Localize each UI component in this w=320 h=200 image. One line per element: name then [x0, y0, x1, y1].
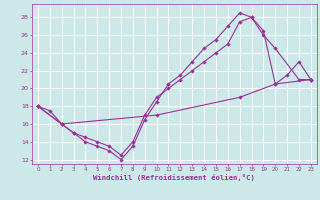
X-axis label: Windchill (Refroidissement éolien,°C): Windchill (Refroidissement éolien,°C) — [93, 174, 255, 181]
